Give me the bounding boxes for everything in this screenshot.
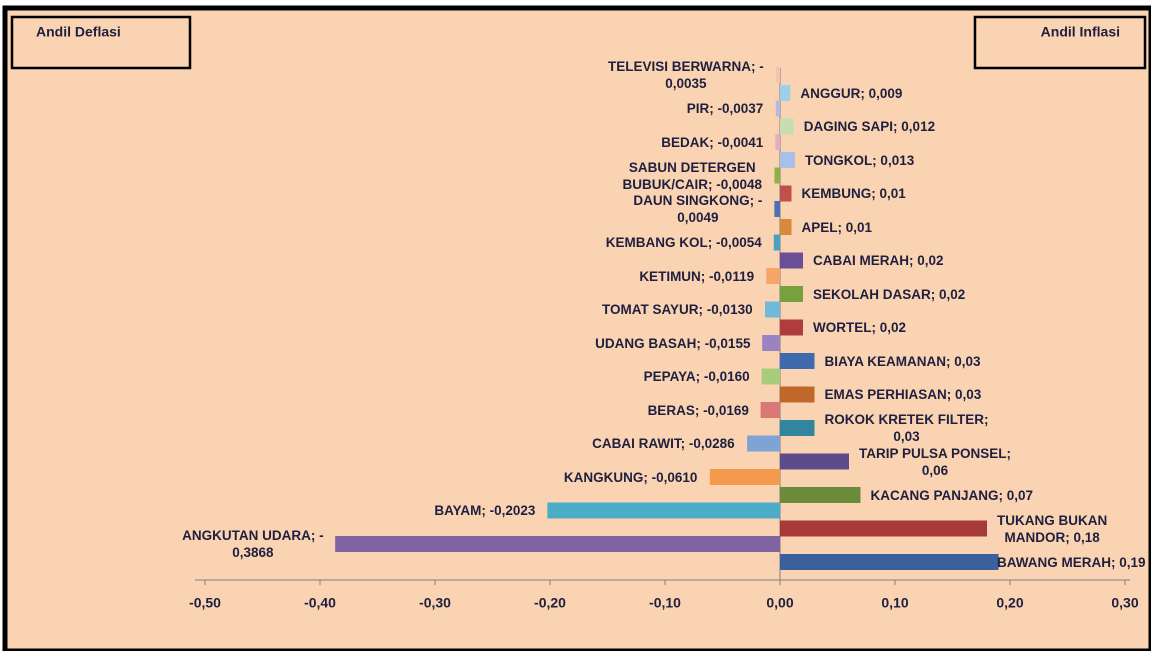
bar [780, 420, 815, 436]
data-label: BAYAM; -0,2023 [434, 503, 536, 518]
data-label: PIR; -0,0037 [686, 101, 764, 116]
bar [773, 234, 780, 251]
bar [335, 536, 780, 552]
data-label: ANGKUTAN UDARA; - 0,3868 [182, 528, 324, 560]
x-tick-label: -0,40 [304, 595, 336, 611]
data-label: BEDAK; -0,0041 [661, 134, 764, 150]
legend-label: Andil Inflasi [1041, 24, 1120, 40]
bar [780, 286, 803, 302]
data-label: CABAI MERAH; 0,02 [813, 253, 944, 268]
data-label: BIAYA KEAMANAN; 0,03 [824, 353, 981, 369]
data-label: EMAS PERHIASAN; 0,03 [824, 387, 982, 402]
legend-box [10, 15, 192, 70]
x-tick-label: 0,10 [881, 595, 908, 611]
data-label: DAGING SAPI; 0,012 [803, 119, 936, 134]
data-label: DAUN SINGKONG; - 0,0049 [633, 193, 763, 225]
bar [774, 167, 780, 184]
data-label: APEL; 0,01 [801, 219, 873, 235]
bar [761, 368, 780, 385]
data-label: TONGKOL; 0,013 [804, 152, 915, 168]
bar [775, 67, 780, 83]
bar [762, 335, 780, 351]
bar [765, 301, 780, 318]
legend-label: Andil Deflasi [36, 24, 121, 40]
bar [780, 118, 794, 135]
data-label: SEKOLAH DASAR; 0,02 [813, 286, 966, 302]
x-tick-label: -0,10 [649, 595, 681, 611]
bar [780, 386, 815, 403]
data-label: KETIMUN; -0,0119 [639, 268, 755, 284]
x-tick-label: 0,20 [996, 595, 1023, 611]
bar [780, 520, 987, 537]
data-label: ROKOK KRETEK FILTER; 0,03 [824, 412, 989, 444]
bar [780, 554, 999, 570]
bar [780, 185, 792, 202]
x-tick-label: 0,30 [1111, 595, 1138, 611]
data-label: BAWANG MERAH; 0,19 [997, 554, 1146, 570]
bar [760, 402, 780, 418]
bar [780, 152, 795, 168]
data-label: TOMAT SAYUR; -0,0130 [602, 302, 753, 317]
data-label: SABUN DETERGEN BUBUK/CAIR; -0,0048 [622, 159, 762, 192]
data-label: KEMBUNG; 0,01 [801, 186, 906, 201]
data-label: TARIP PULSA PONSEL; 0,06 [859, 445, 1012, 478]
bar [547, 502, 780, 519]
bar [780, 487, 861, 503]
bar [774, 201, 780, 217]
data-label: TELEVISI BERWARNA; - 0,0035 [607, 59, 764, 91]
x-tick-label: 0,00 [766, 595, 793, 611]
data-label: WORTEL; 0,02 [813, 320, 907, 335]
data-label: CABAI RAWIT; -0,0286 [592, 436, 735, 451]
x-tick-label: -0,20 [534, 595, 566, 611]
bar [766, 268, 780, 284]
bar [780, 85, 791, 101]
bar [780, 319, 803, 336]
legend-box [973, 15, 1147, 70]
bar [780, 453, 849, 470]
data-label: TUKANG BUKAN MANDOR; 0,18 [997, 512, 1108, 545]
bar [775, 100, 780, 117]
bar [780, 353, 815, 369]
bar [775, 134, 780, 150]
data-label: BERAS; -0,0169 [647, 402, 749, 418]
data-label: UDANG BASAH; -0,0155 [595, 335, 751, 351]
x-tick-label: -0,50 [189, 595, 221, 611]
bar [747, 435, 780, 452]
x-tick-label: -0,30 [419, 595, 451, 611]
data-label: ANGGUR; 0,009 [800, 85, 903, 101]
data-label: KACANG PANJANG; 0,07 [870, 487, 1034, 503]
data-label: KEMBANG KOL; -0,0054 [605, 235, 762, 250]
bar [780, 252, 803, 269]
bar [780, 219, 792, 235]
data-label: PEPAYA; -0,0160 [643, 369, 750, 384]
data-label: KANGKUNG; -0,0610 [563, 469, 698, 485]
bar [709, 469, 780, 485]
